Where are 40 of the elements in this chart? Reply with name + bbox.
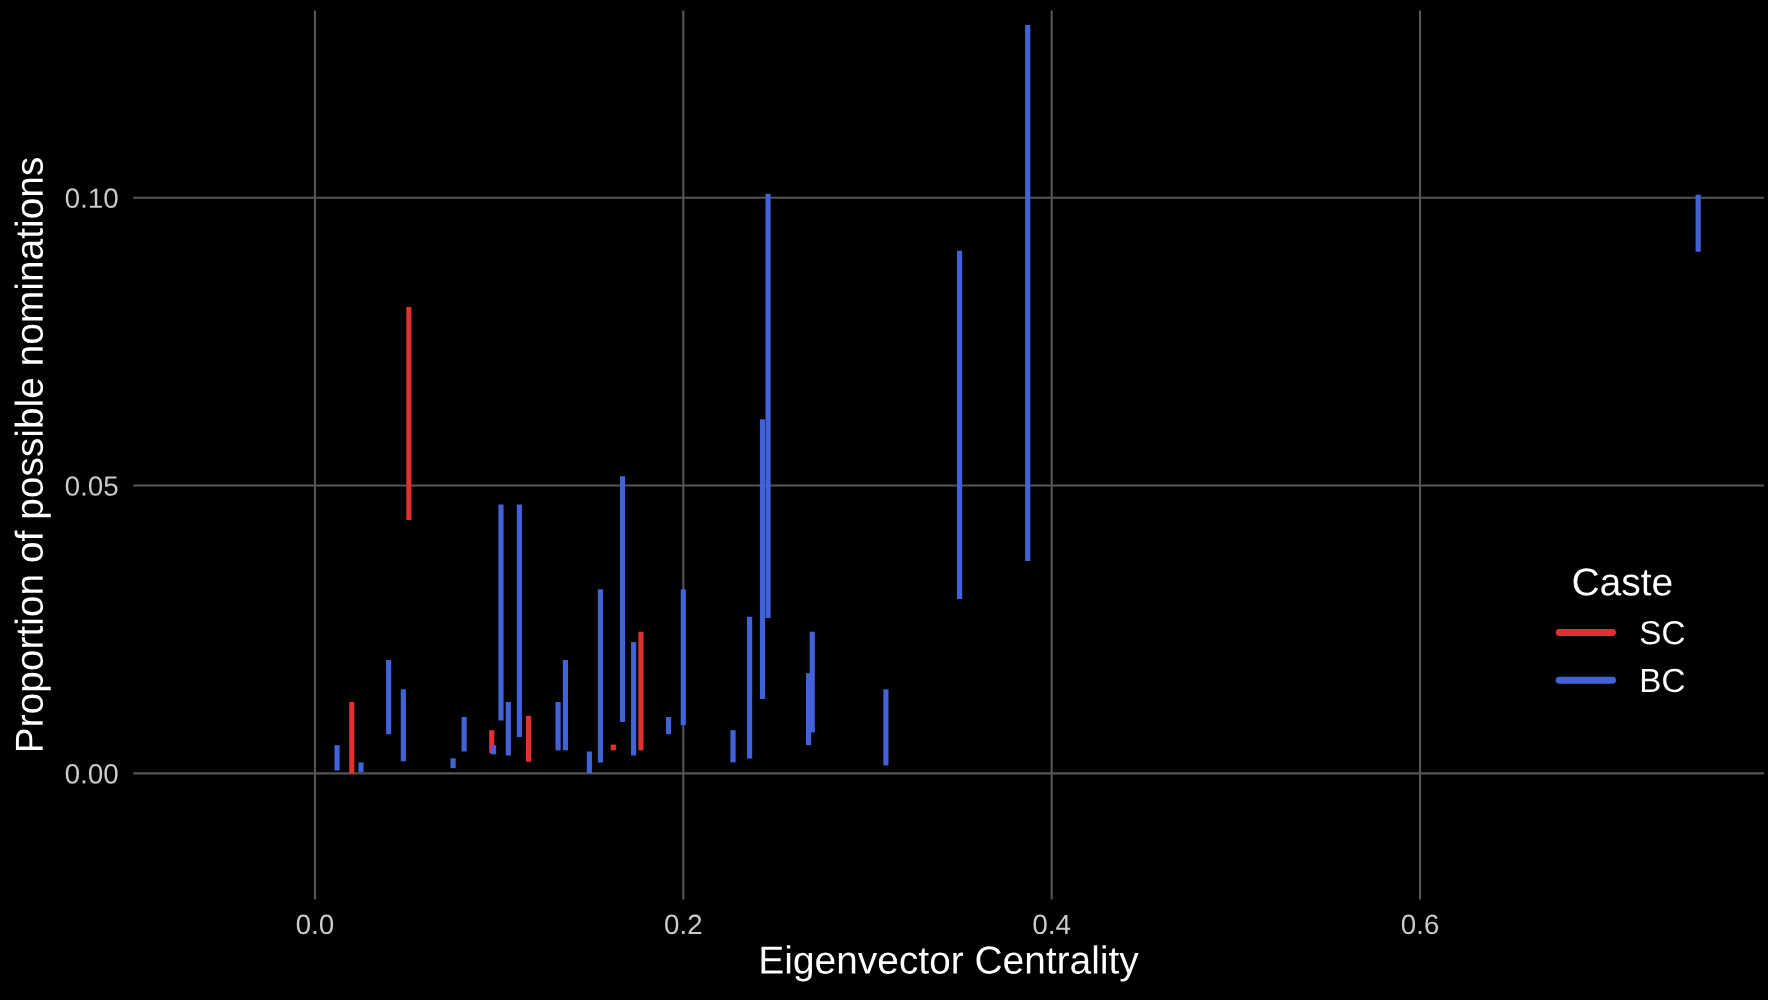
bar (505, 701, 511, 756)
legend-label: BC (1641, 668, 1685, 693)
x-tick-label: 0.0 (296, 914, 334, 935)
legend-title: Caste (1573, 568, 1672, 596)
bar (555, 701, 561, 751)
bar (386, 659, 392, 735)
bar (516, 504, 522, 738)
bar (883, 689, 889, 766)
bar (1025, 24, 1031, 561)
bar (665, 716, 672, 735)
bar (1695, 194, 1701, 252)
bar (586, 751, 592, 774)
bar (461, 716, 467, 752)
bar (730, 730, 736, 763)
y-tick-label: 0.00 (65, 764, 118, 784)
bar (562, 659, 569, 751)
x-tick-label: 0.2 (665, 914, 702, 935)
bar (400, 689, 406, 762)
bar (406, 307, 412, 521)
x-tick-label: 0.6 (1401, 914, 1439, 935)
bar (349, 701, 355, 774)
y-tick-label: 0.05 (65, 476, 118, 496)
x-axis-title: Eigenvector Centrality (761, 945, 1139, 982)
bar (631, 642, 637, 756)
x-tick-label: 0.4 (1033, 914, 1071, 935)
bar (619, 476, 626, 723)
y-tick-label: 0.10 (65, 188, 118, 209)
bar (491, 745, 497, 755)
legend-label: SC (1640, 620, 1685, 645)
bar (957, 250, 963, 599)
y-axis-title: Proportion of possible nominations (14, 158, 51, 751)
bar (597, 589, 603, 763)
bar (358, 762, 364, 773)
bar (638, 631, 644, 751)
bar (334, 745, 340, 771)
bar (747, 616, 753, 759)
bar (450, 758, 456, 769)
bar (526, 715, 532, 762)
bar (498, 504, 504, 721)
bar (680, 589, 686, 725)
